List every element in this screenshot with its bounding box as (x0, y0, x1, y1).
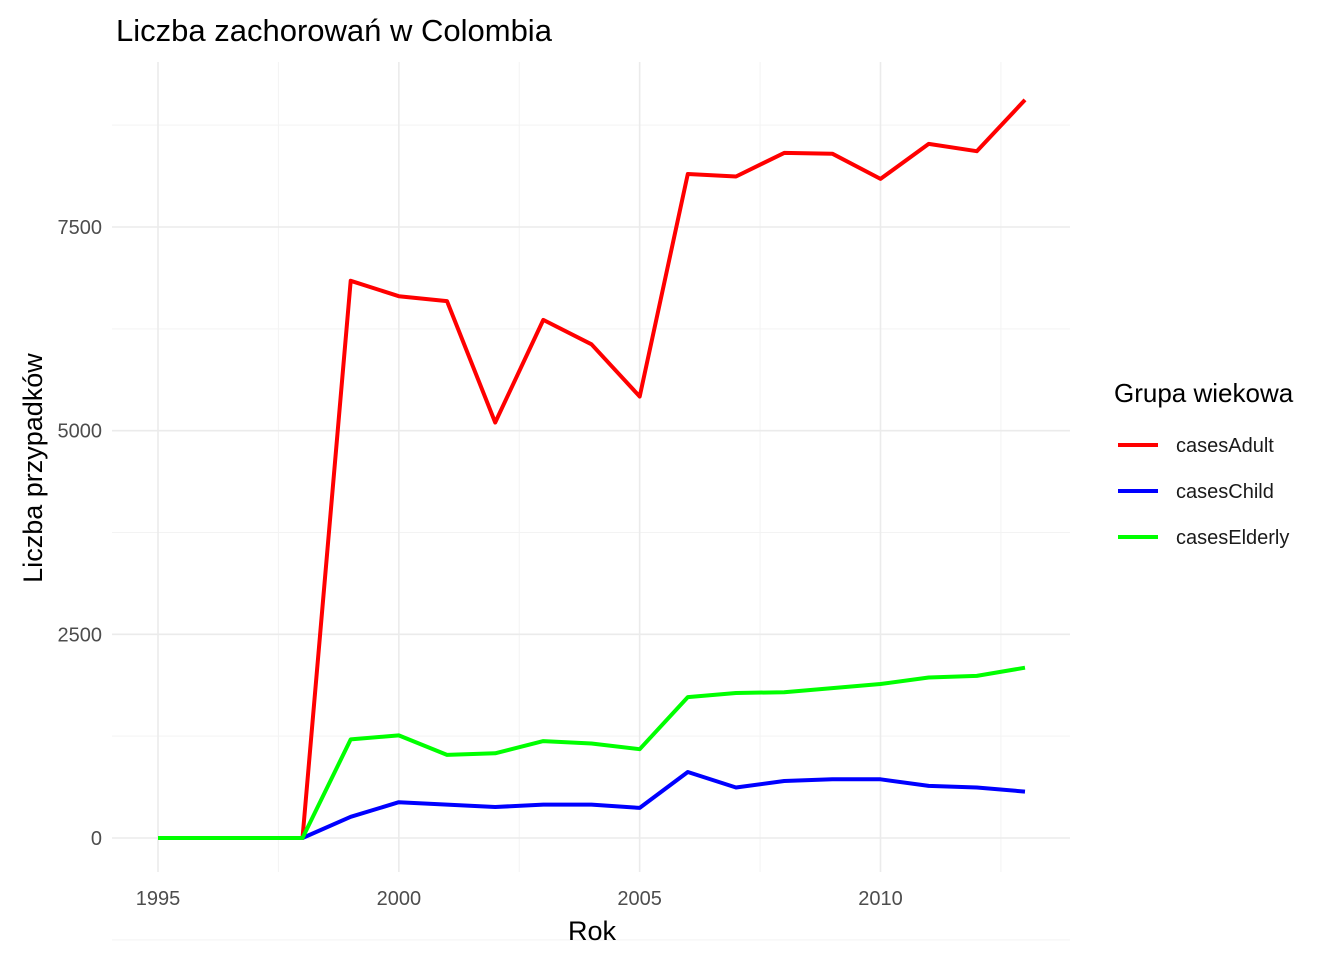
series-line-casesChild (158, 770, 1026, 840)
grid (112, 62, 1070, 941)
series-line-casesElderly (158, 665, 1026, 840)
y-tick-label: 2500 (58, 624, 103, 646)
legend-items: casesAdult casesChild casesElderly (1118, 435, 1289, 549)
series-line-casesAdult (158, 98, 1027, 840)
x-tick-label: 1995 (136, 888, 181, 910)
y-tick-label: 0 (91, 828, 102, 850)
x-tick-label: 2005 (617, 888, 662, 910)
y-tick-label: 5000 (58, 421, 103, 443)
series-lines (158, 98, 1027, 840)
x-axis-title: Rok (568, 916, 617, 946)
legend-label-casesElderly: casesElderly (1176, 527, 1289, 549)
x-tick-label: 2000 (377, 888, 422, 910)
x-tick-label: 2010 (858, 888, 903, 910)
legend: Grupa wiekowa casesAdult casesChild casesE… (1114, 378, 1294, 549)
legend-label-casesAdult: casesAdult (1176, 435, 1274, 457)
legend-title: Grupa wiekowa (1114, 378, 1294, 408)
chart-title: Liczba zachorowań w Colombia (116, 13, 553, 48)
legend-label-casesChild: casesChild (1176, 481, 1274, 503)
y-axis-title: Liczba przypadków (18, 353, 48, 583)
y-tick-label: 7500 (58, 217, 103, 239)
y-axis-ticks: 0 2500 5000 7500 (58, 217, 103, 850)
x-axis-ticks: 1995 2000 2005 2010 (136, 888, 903, 910)
